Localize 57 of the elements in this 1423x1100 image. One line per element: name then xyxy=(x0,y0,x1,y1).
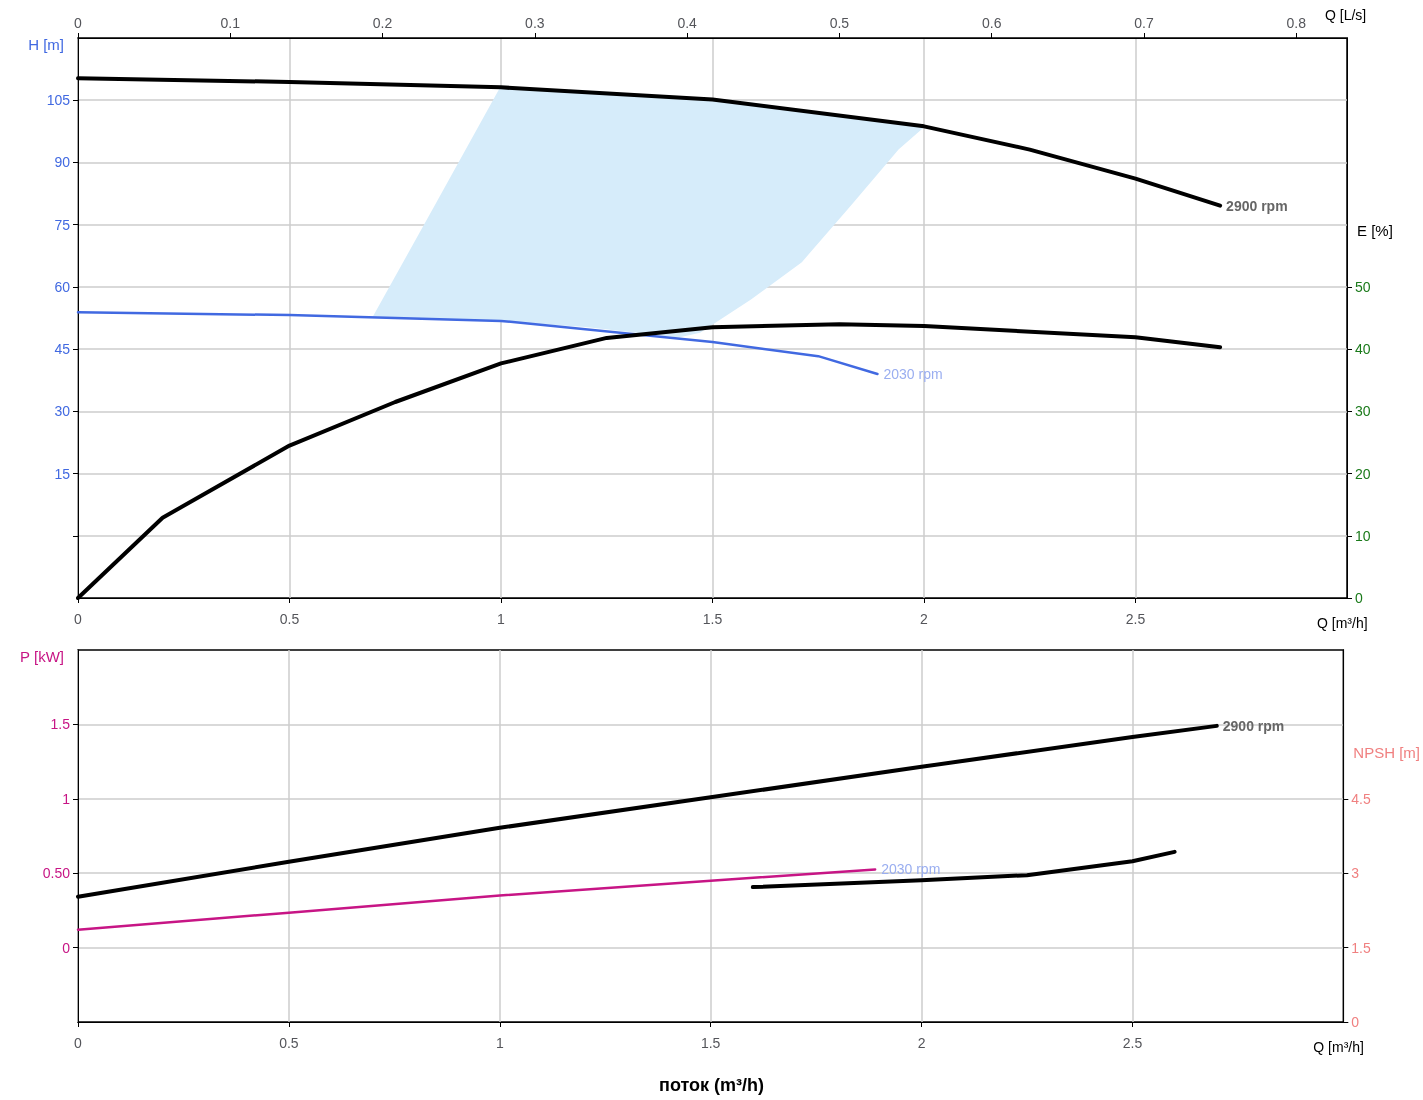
y-tick-label: 75 xyxy=(54,216,71,233)
y-tick-label: 1.5 xyxy=(50,716,71,733)
y2-tick-label: 0 xyxy=(1355,590,1363,606)
series-label: 2900 rpm xyxy=(1226,197,1288,214)
y-tick-label: 60 xyxy=(54,278,71,295)
x-tick-label: 2.5 xyxy=(1125,611,1146,627)
x-tick-label: 1 xyxy=(495,1035,504,1051)
y2-axis-title: E [%] xyxy=(1357,222,1393,239)
y-tick-label: 15 xyxy=(54,465,71,482)
x2-tick-label: 0.3 xyxy=(525,15,545,31)
y2-tick-label: 40 xyxy=(1355,341,1371,358)
x-tick-label: 2 xyxy=(920,611,929,627)
y-tick-label: 0 xyxy=(62,939,71,956)
y2-tick-label: 1.5 xyxy=(1351,939,1371,956)
y2-tick-label: 20 xyxy=(1355,465,1371,482)
x-tick-label: 0 xyxy=(74,611,83,627)
y2-tick-label: 4.5 xyxy=(1351,790,1371,807)
x-tick-label: 0.5 xyxy=(279,611,300,627)
y-tick-label: 30 xyxy=(54,403,71,420)
y2-tick-label: 3 xyxy=(1351,865,1360,882)
y-tick-label: 45 xyxy=(54,341,71,358)
x2-tick-label: 0.4 xyxy=(677,15,698,31)
x2-tick-label: 0.7 xyxy=(1134,15,1154,31)
y-axis-title: H [m] xyxy=(28,36,64,53)
line-series xyxy=(76,310,879,376)
x2-tick-label: 0.1 xyxy=(220,15,241,31)
x2-axis-title: Q [L/s] xyxy=(1325,7,1367,23)
x2-tick-label: 0.5 xyxy=(829,15,850,31)
x-tick-label: 0.5 xyxy=(279,1035,299,1051)
y2-tick-label: 0 xyxy=(1351,1014,1360,1030)
x2-tick-label: 0 xyxy=(74,15,83,31)
line-series xyxy=(750,849,1177,890)
line-series xyxy=(76,868,877,931)
series-label: 2900 rpm xyxy=(1222,717,1285,734)
y2-tick-label: 10 xyxy=(1355,527,1371,544)
text: поток (m³/h) xyxy=(659,1075,765,1095)
series-label: 2030 rpm xyxy=(883,366,943,382)
x2-tick-label: 0.6 xyxy=(981,15,1002,31)
x-tick-label: 2 xyxy=(917,1035,926,1051)
y-tick-label: 105 xyxy=(46,92,71,109)
y-tick-label: 0.50 xyxy=(42,865,71,882)
x-tick-label: 1.5 xyxy=(702,611,723,627)
x-tick-label: 2.5 xyxy=(1122,1035,1143,1051)
y2-axis-title: NPSH [m] xyxy=(1353,744,1421,761)
y2-tick-label: 30 xyxy=(1355,403,1371,420)
x-tick-label: 0 xyxy=(74,1035,83,1051)
x-axis-title: Q [m³/h] xyxy=(1317,615,1368,631)
y-tick-label: 90 xyxy=(54,154,71,171)
series-label: 2030 rpm xyxy=(881,861,941,878)
y-tick-label: 1 xyxy=(62,790,71,807)
x2-tick-label: 0.2 xyxy=(372,15,393,31)
x-tick-label: 1.5 xyxy=(700,1035,721,1051)
x-axis-title: Q [m³/h] xyxy=(1313,1039,1364,1055)
y2-tick-label: 50 xyxy=(1355,278,1371,295)
x-tick-label: 1 xyxy=(497,611,506,627)
x2-tick-label: 0.8 xyxy=(1286,15,1307,31)
y-axis-title: P [kW] xyxy=(20,648,64,665)
